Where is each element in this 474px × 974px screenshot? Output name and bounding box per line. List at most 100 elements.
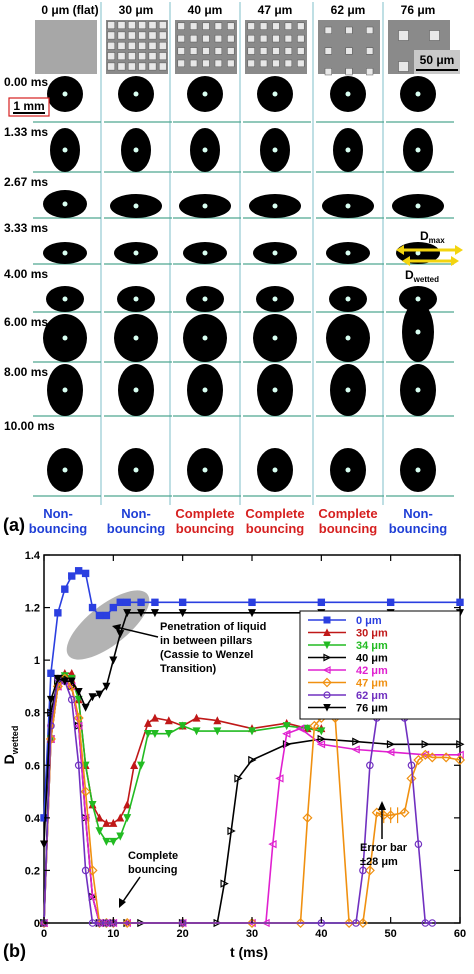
data-point [54,609,62,617]
sem-pillar [366,68,374,76]
data-point [102,682,111,691]
data-point [192,713,201,722]
sem-pillar [158,52,167,61]
dmax-label: Dmax [420,229,445,245]
sem-pillar [284,59,293,68]
outcome-label: bouncing [246,521,305,536]
data-point [95,827,104,836]
sem-images [35,20,450,76]
data-point [352,737,361,746]
droplet-highlight [62,250,68,256]
data-point [123,598,131,607]
time-label: 2.67 ms [4,175,48,189]
sem-pillar [148,62,157,71]
data-point [178,598,187,607]
data-point [109,603,118,612]
sem-pillar [345,68,353,76]
droplet-highlight [133,387,139,393]
sem-pillar [177,59,185,68]
sem-pillar [158,62,167,71]
droplet-highlight [345,296,351,302]
sem-pillar [259,34,268,43]
data-point [46,695,55,704]
sem-pillar [158,31,167,40]
time-label: 4.00 ms [4,267,48,281]
sem-image [106,20,168,74]
y-tick-label: 0.4 [25,813,41,825]
legend-label: 42 μm [356,665,388,677]
sem-pillar [247,47,255,55]
data-point [414,840,423,848]
transition-highlight [66,590,150,660]
sem-pillar [158,41,167,50]
droplet-highlight [202,387,208,393]
droplet-highlight [345,335,351,341]
data-point [143,718,153,727]
x-tick-label: 60 [454,928,466,940]
sem-pillar [117,52,126,61]
sem-pillar [127,62,136,71]
data-point [275,774,284,783]
sem-pillar [138,31,147,40]
sem-pillar [398,30,409,41]
panel-a-grid [100,2,384,505]
outcome-label: Non- [43,506,73,521]
x-tick-label: 50 [385,928,397,940]
data-point [407,761,416,770]
droplet-highlight [415,329,421,335]
sem-pillar [202,47,210,55]
x-tick-label: 20 [177,928,189,940]
sem-pillar [398,61,409,72]
svg-text:±28 μm: ±28 μm [360,856,398,868]
data-point [316,740,326,749]
outcome-label: bouncing [107,521,166,536]
sem-pillar [148,21,157,30]
data-point [357,917,368,929]
droplet-highlight [272,387,278,393]
data-point [123,609,132,618]
panel-b-label: (b) [3,941,26,961]
droplet-highlight [133,91,139,97]
droplet-highlight [272,335,278,341]
y-tick-label: 1.4 [25,550,41,562]
sem-pillar [117,62,126,71]
droplet-highlight [62,296,68,302]
sem-pillar [429,30,440,41]
sem-pillar [272,22,280,30]
sem-pillar [227,59,235,68]
sem-pillar [272,59,280,68]
series-7 [39,609,465,849]
outcome-label: bouncing [176,521,235,536]
y-tick-label: 0.6 [25,760,40,772]
outcome-label: Non- [403,506,433,521]
data-point [454,754,466,766]
legend-label: 76 μm [356,703,388,715]
data-point [151,598,159,607]
droplet-highlight [133,296,139,302]
series-2 [39,672,326,928]
sem-pillar [284,34,293,43]
data-point [116,832,125,841]
data-point [317,734,326,744]
data-point [116,598,124,607]
data-point [109,837,118,846]
droplet-highlight [345,467,351,473]
data-point [406,773,417,784]
sem-pillar [148,52,157,61]
sem-pillar [324,26,332,34]
column-header: 40 μm [188,3,223,17]
droplet-highlight [415,250,421,256]
sem-pillar [148,41,157,50]
data-point [317,727,326,736]
sem-pillar [158,21,167,30]
droplet-highlight [62,467,68,473]
data-point [74,695,83,704]
sem-scale-bar-label: 50 μm [420,53,455,67]
data-point [95,690,104,699]
data-point [421,740,430,749]
legend-label: 47 μm [356,678,388,690]
outcome-labels: Non-bouncingNon-bouncingCompletebouncing… [29,506,448,536]
x-tick-label: 0 [41,928,47,940]
sem-pillar [189,59,198,68]
